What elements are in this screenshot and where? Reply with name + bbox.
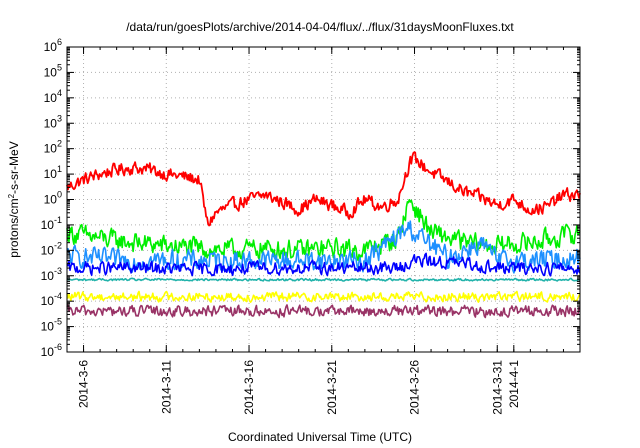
tick-marks: [66, 46, 581, 353]
x-tick-label: 2014-3-31: [490, 360, 504, 415]
y-tick-exponent: -2: [54, 240, 62, 250]
y-tick-base: 10: [41, 294, 55, 308]
y-axis-label: protons/cm2-s-sr-MeV: [7, 141, 22, 257]
y-tick-base: 10: [44, 167, 58, 181]
y-axis-label-base: protons/cm: [7, 198, 21, 257]
series-line-7: [66, 303, 581, 319]
y-tick-base: 10: [44, 40, 58, 54]
y-tick-label: 106: [44, 37, 62, 54]
y-tick-exponent: 5: [57, 62, 62, 72]
y-tick-label: 10-5: [41, 317, 62, 334]
x-tick-label: 2014-3-16: [242, 360, 256, 415]
y-tick-label: 104: [44, 88, 62, 105]
y-tick-base: 10: [44, 142, 58, 156]
y-tick-label: 103: [44, 113, 62, 130]
y-tick-label: 102: [44, 139, 62, 156]
y-tick-base: 10: [44, 91, 58, 105]
y-tick-base: 10: [41, 243, 55, 257]
y-tick-base: 10: [44, 65, 58, 79]
y-tick-exponent: -1: [54, 215, 62, 225]
y-tick-base: 10: [41, 320, 55, 334]
y-tick-exponent: 2: [57, 139, 62, 149]
y-tick-exponent: 4: [57, 88, 62, 98]
series-line-4: [66, 252, 581, 277]
x-tick-labels: 2014-3-6 2014-3-11 2014-3-16 2014-3-21 2014-…: [77, 360, 521, 415]
y-tick-exponent: -6: [54, 342, 62, 352]
chart-title: /data/run/goesPlots/archive/2014-04-04/f…: [126, 20, 514, 34]
y-tick-exponent: 3: [57, 113, 62, 123]
y-tick-label: 101: [44, 164, 62, 181]
y-tick-exponent: 0: [57, 190, 62, 200]
y-tick-base: 10: [41, 345, 55, 359]
x-tick-label: 2014-3-6: [77, 360, 91, 408]
y-tick-exponent: -4: [54, 291, 62, 301]
series-line-1: [66, 151, 581, 227]
y-tick-base: 10: [41, 218, 55, 232]
y-tick-base: 10: [41, 269, 55, 283]
y-tick-exponent: 6: [57, 37, 62, 47]
y-tick-label: 10-2: [41, 240, 62, 257]
y-tick-label: 10-6: [41, 342, 62, 359]
y-tick-base: 10: [44, 116, 58, 130]
y-tick-label: 10-4: [41, 291, 62, 308]
x-tick-label: 2014-4-1: [507, 360, 521, 408]
y-tick-labels: 10-610-510-410-310-210-11001011021031041…: [41, 37, 62, 359]
y-axis-label-sup: 2: [7, 193, 16, 198]
y-tick-exponent: -5: [54, 317, 62, 327]
series-line-5: [66, 277, 581, 282]
y-tick-base: 10: [44, 193, 58, 207]
y-tick-label: 105: [44, 62, 62, 79]
x-tick-label: 2014-3-21: [325, 360, 339, 415]
x-tick-label: 2014-3-11: [159, 360, 173, 414]
y-axis-label-rest: -s-sr-MeV: [7, 141, 21, 194]
x-tick-label: 2014-3-26: [408, 360, 422, 415]
y-tick-exponent: 1: [57, 164, 62, 174]
y-tick-label: 100: [44, 190, 62, 207]
y-tick-label: 10-3: [41, 266, 62, 283]
series-line-6: [66, 290, 581, 304]
x-axis-label: Coordinated Universal Time (UTC): [227, 430, 413, 444]
y-tick-exponent: -3: [54, 266, 62, 276]
series-layer: [66, 151, 581, 319]
y-tick-label: 10-1: [41, 215, 62, 232]
series-line-2: [66, 199, 581, 262]
